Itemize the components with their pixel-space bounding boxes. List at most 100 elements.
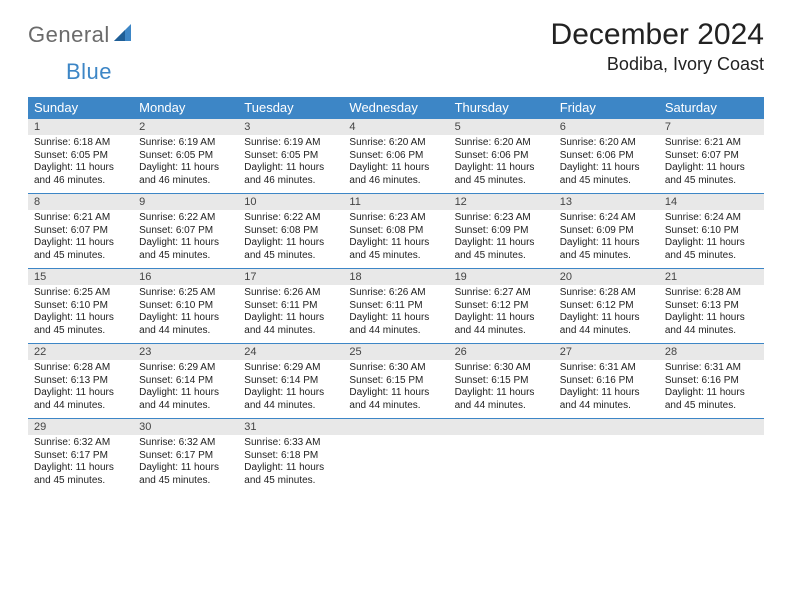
sunrise-line: Sunrise: 6:27 AM xyxy=(455,287,548,300)
sunrise-line: Sunrise: 6:26 AM xyxy=(349,287,442,300)
daylight-line: Daylight: 11 hours and 45 minutes. xyxy=(139,462,232,487)
sunrise-line: Sunrise: 6:23 AM xyxy=(455,212,548,225)
sunset-line: Sunset: 6:06 PM xyxy=(349,150,442,163)
day-details: Sunrise: 6:28 AMSunset: 6:13 PMDaylight:… xyxy=(28,360,133,412)
daylight-line: Daylight: 11 hours and 44 minutes. xyxy=(349,312,442,337)
day-number: 12 xyxy=(449,194,554,210)
day-number: 20 xyxy=(554,269,659,285)
daylight-line: Daylight: 11 hours and 45 minutes. xyxy=(560,162,653,187)
sunrise-line: Sunrise: 6:22 AM xyxy=(244,212,337,225)
sunrise-line: Sunrise: 6:31 AM xyxy=(560,362,653,375)
day-number-strip xyxy=(659,419,764,435)
daylight-line: Daylight: 11 hours and 44 minutes. xyxy=(34,387,127,412)
day-details: Sunrise: 6:30 AMSunset: 6:15 PMDaylight:… xyxy=(449,360,554,412)
calendar-day-cell: 9Sunrise: 6:22 AMSunset: 6:07 PMDaylight… xyxy=(133,194,238,269)
sunrise-line: Sunrise: 6:31 AM xyxy=(665,362,758,375)
calendar-week-row: 8Sunrise: 6:21 AMSunset: 6:07 PMDaylight… xyxy=(28,194,764,269)
calendar-day-cell: 27Sunrise: 6:31 AMSunset: 6:16 PMDayligh… xyxy=(554,344,659,419)
day-number: 26 xyxy=(449,344,554,360)
sunset-line: Sunset: 6:14 PM xyxy=(244,375,337,388)
day-number: 6 xyxy=(554,119,659,135)
dow-friday: Friday xyxy=(554,97,659,119)
day-details: Sunrise: 6:28 AMSunset: 6:13 PMDaylight:… xyxy=(659,285,764,337)
day-details: Sunrise: 6:26 AMSunset: 6:11 PMDaylight:… xyxy=(343,285,448,337)
day-number: 17 xyxy=(238,269,343,285)
sunset-line: Sunset: 6:11 PM xyxy=(244,300,337,313)
day-details: Sunrise: 6:23 AMSunset: 6:08 PMDaylight:… xyxy=(343,210,448,262)
daylight-line: Daylight: 11 hours and 45 minutes. xyxy=(34,237,127,262)
sunrise-line: Sunrise: 6:30 AM xyxy=(455,362,548,375)
calendar-day-cell: 30Sunrise: 6:32 AMSunset: 6:17 PMDayligh… xyxy=(133,419,238,494)
sunset-line: Sunset: 6:13 PM xyxy=(34,375,127,388)
sunrise-line: Sunrise: 6:25 AM xyxy=(34,287,127,300)
sunset-line: Sunset: 6:12 PM xyxy=(560,300,653,313)
daylight-line: Daylight: 11 hours and 44 minutes. xyxy=(560,312,653,337)
day-number: 18 xyxy=(343,269,448,285)
brand-logo: General xyxy=(28,18,136,48)
sunset-line: Sunset: 6:06 PM xyxy=(455,150,548,163)
calendar-day-cell: 6Sunrise: 6:20 AMSunset: 6:06 PMDaylight… xyxy=(554,119,659,194)
daylight-line: Daylight: 11 hours and 45 minutes. xyxy=(455,237,548,262)
day-details: Sunrise: 6:18 AMSunset: 6:05 PMDaylight:… xyxy=(28,135,133,187)
sunset-line: Sunset: 6:05 PM xyxy=(244,150,337,163)
daylight-line: Daylight: 11 hours and 45 minutes. xyxy=(139,237,232,262)
calendar-day-cell xyxy=(449,419,554,494)
sunrise-line: Sunrise: 6:20 AM xyxy=(560,137,653,150)
sunset-line: Sunset: 6:10 PM xyxy=(665,225,758,238)
day-details: Sunrise: 6:24 AMSunset: 6:10 PMDaylight:… xyxy=(659,210,764,262)
daylight-line: Daylight: 11 hours and 46 minutes. xyxy=(244,162,337,187)
sunset-line: Sunset: 6:07 PM xyxy=(665,150,758,163)
daylight-line: Daylight: 11 hours and 45 minutes. xyxy=(665,387,758,412)
calendar-day-cell: 29Sunrise: 6:32 AMSunset: 6:17 PMDayligh… xyxy=(28,419,133,494)
sunset-line: Sunset: 6:14 PM xyxy=(139,375,232,388)
daylight-line: Daylight: 11 hours and 44 minutes. xyxy=(139,387,232,412)
day-details: Sunrise: 6:22 AMSunset: 6:07 PMDaylight:… xyxy=(133,210,238,262)
day-details: Sunrise: 6:32 AMSunset: 6:17 PMDaylight:… xyxy=(133,435,238,487)
sunrise-line: Sunrise: 6:32 AM xyxy=(139,437,232,450)
daylight-line: Daylight: 11 hours and 44 minutes. xyxy=(349,387,442,412)
logo-word-blue: Blue xyxy=(66,59,112,84)
daylight-line: Daylight: 11 hours and 45 minutes. xyxy=(244,462,337,487)
sunset-line: Sunset: 6:08 PM xyxy=(349,225,442,238)
day-details: Sunrise: 6:26 AMSunset: 6:11 PMDaylight:… xyxy=(238,285,343,337)
sunrise-line: Sunrise: 6:32 AM xyxy=(34,437,127,450)
calendar-day-cell: 20Sunrise: 6:28 AMSunset: 6:12 PMDayligh… xyxy=(554,269,659,344)
daylight-line: Daylight: 11 hours and 45 minutes. xyxy=(349,237,442,262)
sunrise-line: Sunrise: 6:18 AM xyxy=(34,137,127,150)
day-number: 24 xyxy=(238,344,343,360)
calendar-day-cell: 4Sunrise: 6:20 AMSunset: 6:06 PMDaylight… xyxy=(343,119,448,194)
day-number: 5 xyxy=(449,119,554,135)
calendar-day-cell: 10Sunrise: 6:22 AMSunset: 6:08 PMDayligh… xyxy=(238,194,343,269)
day-details: Sunrise: 6:27 AMSunset: 6:12 PMDaylight:… xyxy=(449,285,554,337)
day-number: 27 xyxy=(554,344,659,360)
day-details: Sunrise: 6:21 AMSunset: 6:07 PMDaylight:… xyxy=(28,210,133,262)
calendar-day-cell: 22Sunrise: 6:28 AMSunset: 6:13 PMDayligh… xyxy=(28,344,133,419)
sunrise-line: Sunrise: 6:21 AM xyxy=(34,212,127,225)
day-number-strip xyxy=(554,419,659,435)
dow-saturday: Saturday xyxy=(659,97,764,119)
day-number: 4 xyxy=(343,119,448,135)
calendar-day-cell: 15Sunrise: 6:25 AMSunset: 6:10 PMDayligh… xyxy=(28,269,133,344)
day-number: 22 xyxy=(28,344,133,360)
daylight-line: Daylight: 11 hours and 44 minutes. xyxy=(560,387,653,412)
dow-sunday: Sunday xyxy=(28,97,133,119)
day-number: 2 xyxy=(133,119,238,135)
day-details: Sunrise: 6:28 AMSunset: 6:12 PMDaylight:… xyxy=(554,285,659,337)
sunrise-line: Sunrise: 6:20 AM xyxy=(455,137,548,150)
daylight-line: Daylight: 11 hours and 44 minutes. xyxy=(665,312,758,337)
calendar-day-cell: 3Sunrise: 6:19 AMSunset: 6:05 PMDaylight… xyxy=(238,119,343,194)
sunrise-line: Sunrise: 6:33 AM xyxy=(244,437,337,450)
day-details: Sunrise: 6:25 AMSunset: 6:10 PMDaylight:… xyxy=(133,285,238,337)
day-number: 9 xyxy=(133,194,238,210)
day-number: 28 xyxy=(659,344,764,360)
daylight-line: Daylight: 11 hours and 45 minutes. xyxy=(34,312,127,337)
sunset-line: Sunset: 6:09 PM xyxy=(560,225,653,238)
sunrise-line: Sunrise: 6:29 AM xyxy=(244,362,337,375)
sunset-line: Sunset: 6:05 PM xyxy=(139,150,232,163)
daylight-line: Daylight: 11 hours and 44 minutes. xyxy=(139,312,232,337)
sunset-line: Sunset: 6:15 PM xyxy=(349,375,442,388)
sunset-line: Sunset: 6:10 PM xyxy=(139,300,232,313)
calendar-day-cell: 25Sunrise: 6:30 AMSunset: 6:15 PMDayligh… xyxy=(343,344,448,419)
sunrise-line: Sunrise: 6:28 AM xyxy=(560,287,653,300)
daylight-line: Daylight: 11 hours and 45 minutes. xyxy=(244,237,337,262)
